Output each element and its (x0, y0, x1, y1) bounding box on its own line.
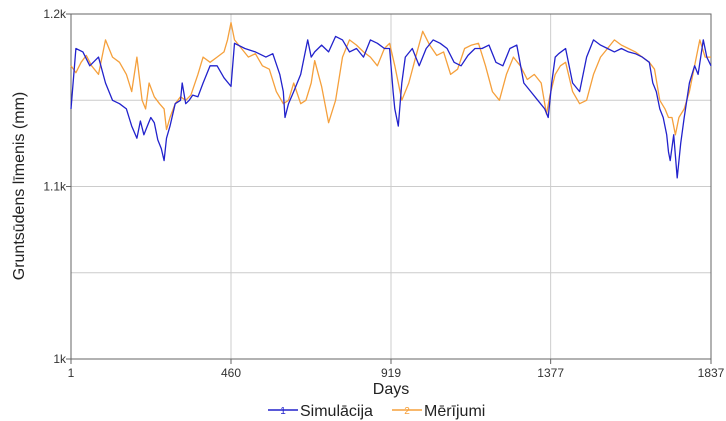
x-tick-label-4: 1837 (698, 366, 725, 380)
legend: 1 Simulācija 2 Mērījumi (268, 403, 485, 420)
series-line-simulacija (70, 35, 712, 179)
y-tick-label-0: 1k (53, 352, 67, 366)
x-tick-label-2: 919 (381, 366, 401, 380)
y-axis-ticks: 1k 1.1k 1.2k (43, 7, 71, 366)
legend-label-merijumi: Mērījumi (424, 403, 485, 420)
legend-marker-simulacija: 1 (280, 406, 286, 417)
series-line-merijumi (70, 21, 711, 136)
y-tick-label-2: 1.2k (43, 7, 67, 21)
x-tick-label-3: 1377 (537, 366, 564, 380)
x-tick-label-0: 1 (68, 366, 75, 380)
x-axis-title: Days (373, 381, 409, 398)
x-axis-ticks: 1 460 919 1377 1837 (68, 359, 725, 380)
legend-item-simulacija[interactable]: 1 Simulācija (268, 403, 373, 420)
y-axis-title: Gruntsūdens līmenis (mm) (11, 92, 28, 281)
legend-item-merijumi[interactable]: 2 Mērījumi (392, 403, 485, 420)
y-tick-label-1: 1.1k (43, 180, 67, 194)
legend-marker-merijumi: 2 (404, 406, 410, 417)
x-tick-label-1: 460 (221, 366, 241, 380)
legend-label-simulacija: Simulācija (300, 403, 373, 420)
series-group (70, 21, 712, 179)
